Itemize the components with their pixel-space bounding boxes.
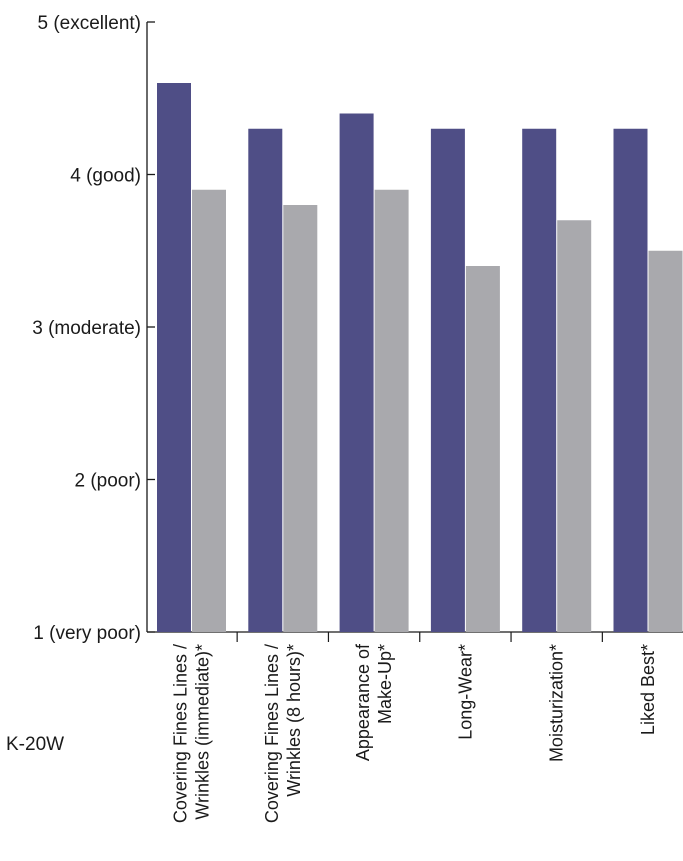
category-label: Make-Up* bbox=[375, 644, 395, 724]
bar-series-2-cat-3 bbox=[375, 190, 409, 632]
y-tick-label: 5 (excellent) bbox=[38, 13, 142, 34]
bar-series-2-cat-6 bbox=[649, 251, 683, 632]
category-label: Liked Best* bbox=[638, 644, 658, 735]
bar-series-1-cat-3 bbox=[340, 114, 374, 633]
y-tick-label: 1 (very poor) bbox=[33, 623, 141, 644]
bar-series-1-cat-5 bbox=[522, 129, 556, 632]
y-tick-label: 4 (good) bbox=[70, 166, 141, 187]
bar-series-2-cat-2 bbox=[283, 205, 317, 632]
category-label: Covering Fines Lines / bbox=[171, 644, 191, 823]
category-labels: Covering Fines Lines / Wrinkles (immediat… bbox=[171, 643, 659, 823]
category-label: Covering Fines Lines / bbox=[262, 644, 282, 823]
category-label: Wrinkles (8 hours)* bbox=[284, 644, 304, 797]
bar-series-2-cat-5 bbox=[557, 220, 591, 632]
y-ticks: 5 (excellent) 4 (good) 3 (moderate) 2 (poor… bbox=[32, 13, 155, 644]
legend-label: K-20W bbox=[6, 734, 64, 755]
y-tick-label: 2 (poor) bbox=[74, 471, 141, 492]
bars bbox=[157, 83, 683, 632]
category-label: Appearance of bbox=[353, 643, 373, 761]
bar-series-1-cat-6 bbox=[614, 129, 648, 632]
category-label: Wrinkles (immediate)* bbox=[193, 644, 213, 820]
y-tick-label: 3 (moderate) bbox=[32, 318, 141, 339]
bar-series-1-cat-1 bbox=[157, 83, 191, 632]
axes bbox=[147, 22, 683, 642]
bar-series-1-cat-4 bbox=[431, 129, 465, 632]
bar-series-1-cat-2 bbox=[248, 129, 282, 632]
bar-series-2-cat-1 bbox=[192, 190, 226, 632]
category-label: Long-Wear* bbox=[455, 644, 475, 740]
bar-series-2-cat-4 bbox=[466, 266, 500, 632]
category-label: Moisturization* bbox=[547, 644, 567, 762]
